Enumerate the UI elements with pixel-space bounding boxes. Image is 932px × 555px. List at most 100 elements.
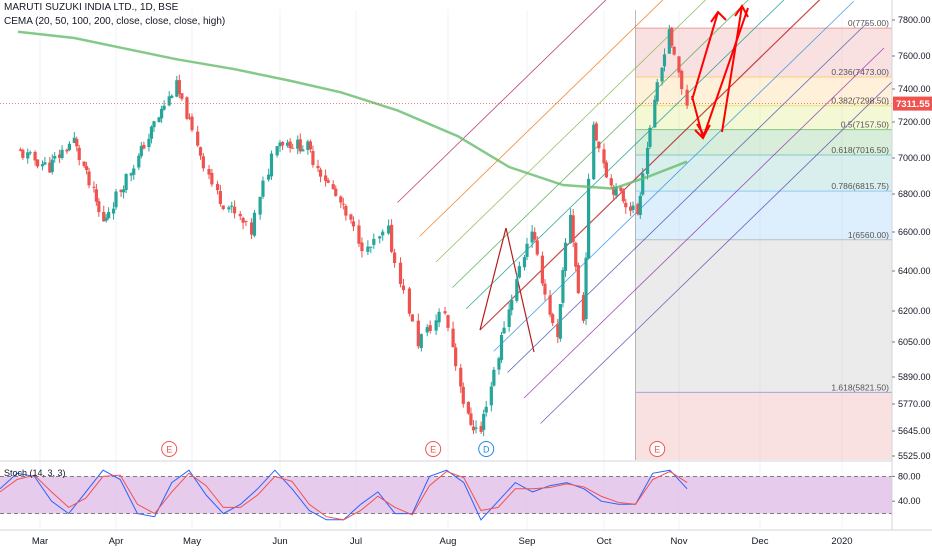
- candle-body: [334, 188, 338, 196]
- event-marker-label: E: [430, 445, 436, 455]
- candle-body: [291, 147, 295, 149]
- stoch-band: [0, 476, 892, 514]
- candle-body: [261, 180, 265, 197]
- indicator-legend: CEMA (20, 50, 100, 200, close, close, cl…: [4, 16, 226, 27]
- candle-body: [576, 264, 580, 294]
- event-marker: [478, 441, 495, 457]
- candle-body: [556, 324, 560, 338]
- candle-body: [499, 334, 504, 360]
- candle-body: [157, 117, 161, 123]
- candle-body: [631, 205, 635, 210]
- candle-body: [97, 201, 101, 213]
- candle-body: [308, 141, 312, 150]
- candle-body: [398, 262, 403, 285]
- candle-body: [419, 334, 423, 349]
- price-tick-label: 5890.00: [898, 372, 931, 382]
- candle-body: [645, 147, 650, 175]
- price-axis: [892, 0, 932, 530]
- time-tick-label: Jul: [350, 536, 362, 547]
- candle-body: [469, 413, 473, 425]
- price-tick-label: 7000.00: [898, 153, 931, 163]
- candle-body: [339, 196, 343, 203]
- stoch-d-line: [0, 470, 688, 521]
- candle-body: [548, 295, 552, 315]
- fib-zone: [635, 155, 892, 192]
- price-tick-label: 6800.00: [898, 189, 931, 199]
- candle-body: [378, 236, 382, 239]
- candle-body: [482, 413, 486, 430]
- fib-zone: [635, 129, 892, 156]
- red-arrow: [691, 11, 719, 101]
- candle-body: [558, 304, 562, 339]
- candle-body: [207, 169, 211, 175]
- candle-body: [525, 243, 529, 257]
- pitchfork-line: [419, 0, 664, 237]
- candle-body: [587, 178, 591, 259]
- candle-body: [301, 149, 305, 152]
- candle-body: [489, 386, 493, 406]
- candle-body: [139, 146, 143, 157]
- price-tick-label: 7200.00: [898, 117, 931, 127]
- candle-body: [425, 327, 429, 333]
- candle-body: [201, 156, 205, 169]
- candle-body: [621, 190, 625, 202]
- candle-body: [581, 295, 586, 321]
- candle-body: [670, 27, 674, 46]
- candle-body: [360, 242, 364, 252]
- candle-body: [185, 97, 189, 119]
- candle-body: [602, 149, 606, 164]
- candle-body: [479, 426, 483, 432]
- candle-body: [122, 189, 126, 193]
- fib-level-label: 0.236(7473.00): [831, 67, 889, 77]
- candle-body: [638, 195, 642, 215]
- candle-body: [180, 93, 184, 99]
- candle-body: [571, 215, 575, 242]
- candle-body: [502, 327, 506, 334]
- candle-body: [252, 212, 257, 236]
- candle-body: [474, 427, 478, 429]
- candle-body: [124, 174, 128, 190]
- candle-body: [147, 138, 151, 148]
- last-price-label: 7311.55: [896, 99, 931, 110]
- candle-body: [175, 80, 179, 97]
- candle-body: [72, 137, 76, 143]
- candle-body: [278, 142, 282, 147]
- candle-body: [530, 231, 534, 243]
- candle-body: [533, 232, 537, 240]
- candle-body: [349, 214, 353, 220]
- fib-level-label: 0.786(6815.75): [831, 181, 889, 191]
- candle-body: [594, 123, 598, 141]
- candle-body: [43, 162, 47, 165]
- candle-body: [459, 367, 463, 387]
- candle-body: [510, 299, 514, 311]
- candle-body: [401, 285, 406, 291]
- candle-body: [48, 162, 52, 173]
- candle-body: [561, 269, 565, 303]
- candle-body: [280, 141, 285, 146]
- time-tick-label: 2020: [831, 536, 852, 547]
- candle-body: [416, 320, 420, 347]
- candle-body: [33, 151, 37, 161]
- price-tick-label: 5525.00: [898, 451, 931, 461]
- stoch-legend: Stoch (14, 3, 3): [4, 468, 66, 478]
- price-tick-label: 5770.00: [898, 399, 931, 409]
- candle-body: [94, 189, 98, 202]
- time-tick-label: Apr: [109, 536, 124, 547]
- candle-body: [540, 255, 544, 284]
- red-arrow: [703, 7, 749, 136]
- candle-body: [275, 146, 279, 156]
- pitchfork-line: [452, 0, 749, 288]
- fib-level-label: 0.5(7157.50): [841, 120, 889, 130]
- candle-body: [21, 149, 25, 158]
- red-arrowhead: [734, 4, 749, 18]
- candle-body: [390, 224, 394, 252]
- candle-body: [324, 175, 328, 181]
- candle-body: [77, 147, 81, 161]
- candle-body: [170, 95, 174, 98]
- pitchfork-line: [493, 0, 855, 352]
- time-tick-label: Jun: [272, 536, 287, 547]
- candle-body: [18, 149, 22, 151]
